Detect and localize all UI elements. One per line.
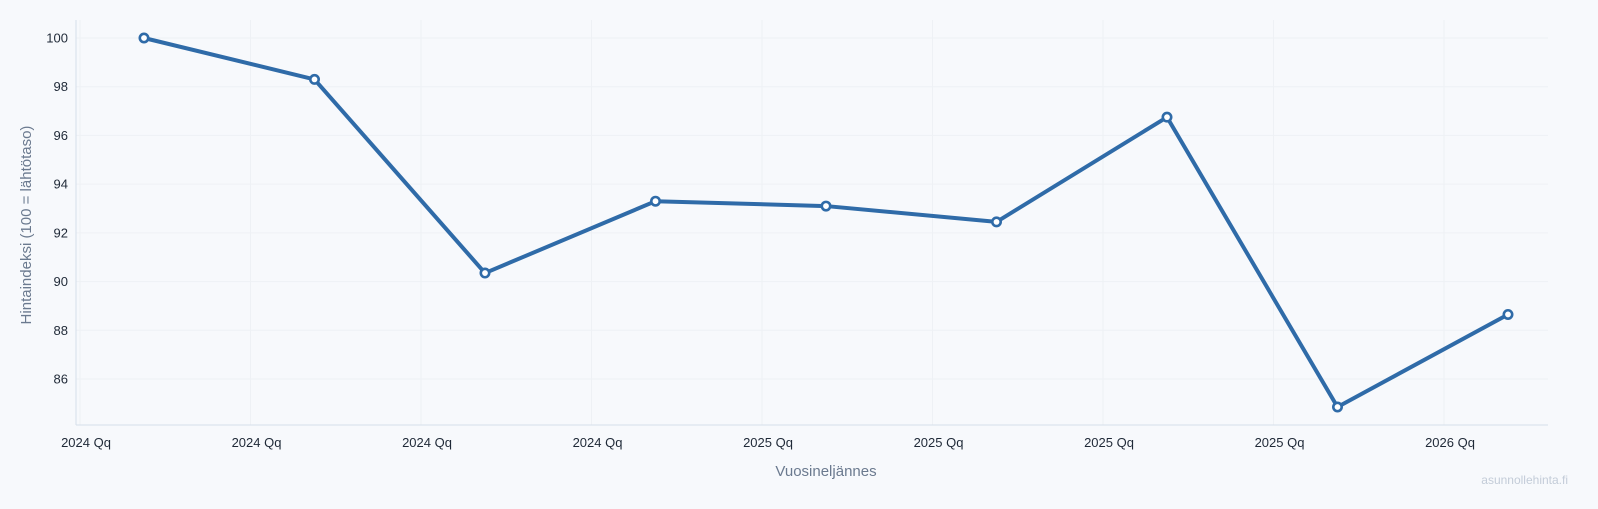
data-point (479, 267, 491, 279)
data-point (1502, 308, 1514, 320)
x-tick-label: 2024 Qq (573, 435, 623, 450)
data-point (820, 200, 832, 212)
y-axis-title: Hintaindeksi (100 = lähtötaso) (18, 126, 35, 325)
series (138, 32, 1514, 413)
data-point (1161, 111, 1173, 123)
y-tick-label: 100 (46, 31, 68, 46)
data-point (649, 195, 661, 207)
x-tick-label: 2024 Qq (402, 435, 452, 450)
tick-labels: 86 88 90 92 94 96 98 100 2024 Qq 2024 Qq 2024 Qq 20… (46, 31, 1475, 451)
y-tick-label: 98 (54, 79, 68, 94)
x-tick-label: 2025 Qq (914, 435, 964, 450)
x-tick-label: 2026 Qq (1425, 435, 1475, 450)
data-point (308, 73, 320, 85)
grid (76, 20, 1548, 425)
data-point (138, 32, 150, 44)
y-tick-label: 96 (54, 128, 68, 143)
x-tick-label: 2024 Qq (232, 435, 282, 450)
data-point (990, 216, 1002, 228)
y-tick-label: 88 (54, 323, 68, 338)
watermark: asunnollehinta.fi (1481, 473, 1568, 487)
y-tick-label: 94 (54, 177, 68, 192)
series-line (142, 36, 1510, 410)
x-tick-label: 2025 Qq (743, 435, 793, 450)
x-tick-label: 2025 Qq (1084, 435, 1134, 450)
x-axis-title: Vuosineljännes (775, 463, 876, 480)
axes (75, 20, 1548, 426)
y-tick-label: 92 (54, 225, 68, 240)
y-tick-label: 86 (54, 372, 68, 387)
x-tick-label: 2024 Qq (61, 435, 111, 450)
data-point (1332, 401, 1344, 413)
x-tick-label: 2025 Qq (1255, 435, 1305, 450)
y-tick-label: 90 (54, 274, 68, 289)
